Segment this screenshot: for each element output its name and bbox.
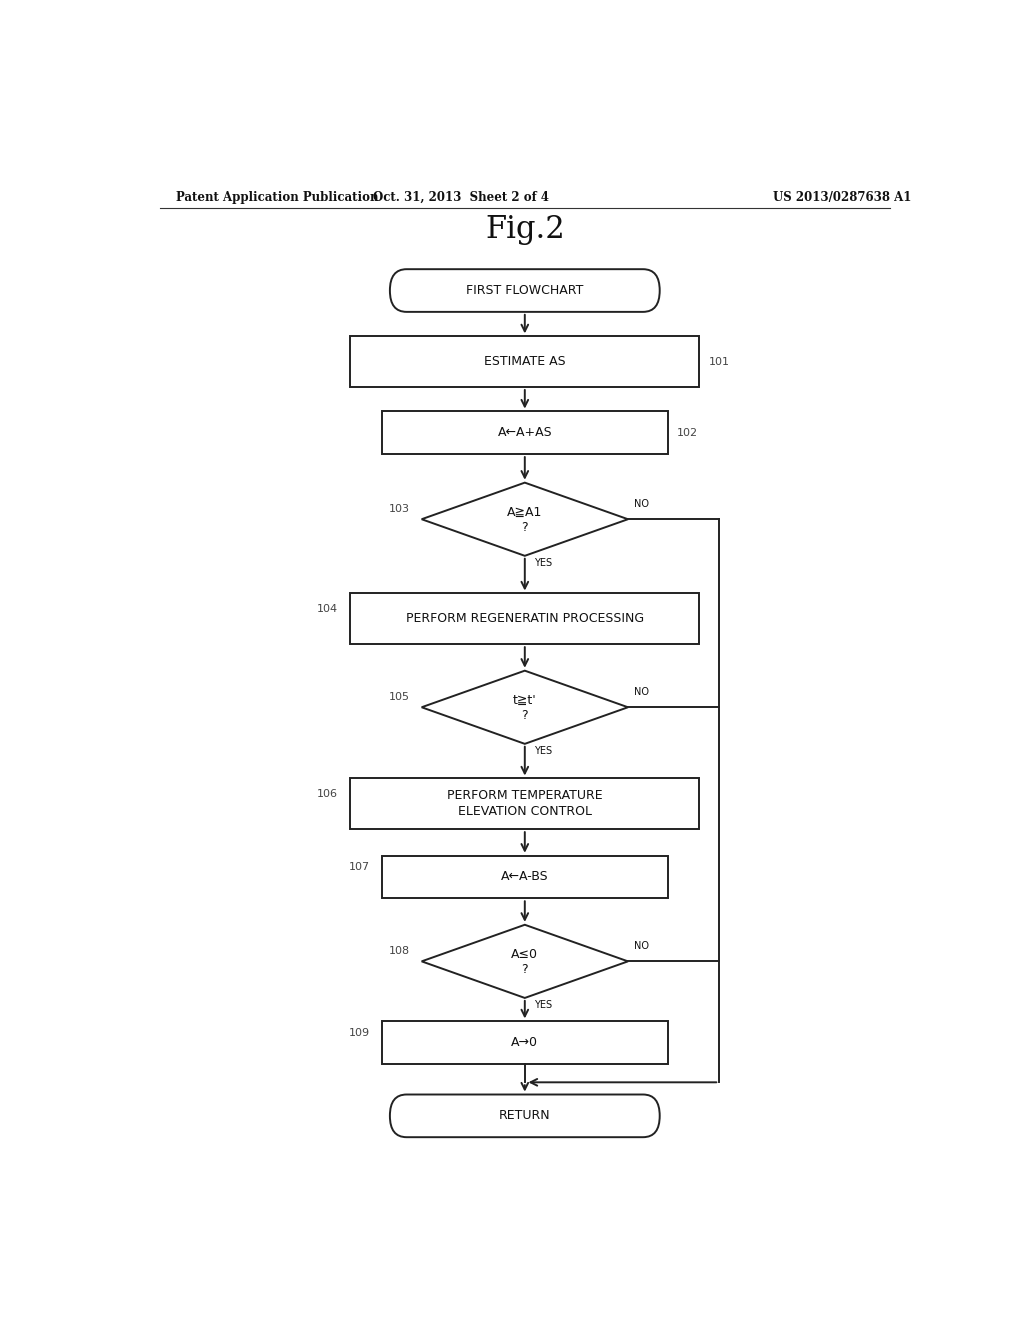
Text: Fig.2: Fig.2 xyxy=(485,214,564,246)
Polygon shape xyxy=(422,671,628,744)
FancyBboxPatch shape xyxy=(382,855,668,899)
FancyBboxPatch shape xyxy=(390,1094,659,1138)
Text: A←A-BS: A←A-BS xyxy=(501,870,549,883)
Text: t≧t': t≧t' xyxy=(513,694,537,708)
Text: NO: NO xyxy=(634,941,649,952)
Polygon shape xyxy=(422,925,628,998)
Text: ?: ? xyxy=(521,521,528,533)
Text: ?: ? xyxy=(521,962,528,975)
Text: 105: 105 xyxy=(389,692,410,702)
Text: 103: 103 xyxy=(389,504,410,513)
FancyBboxPatch shape xyxy=(350,779,699,829)
Text: 109: 109 xyxy=(349,1027,370,1038)
Text: NO: NO xyxy=(634,688,649,697)
Text: RETURN: RETURN xyxy=(499,1109,551,1122)
Text: A←A+AS: A←A+AS xyxy=(498,426,552,440)
Text: 101: 101 xyxy=(709,356,730,367)
FancyBboxPatch shape xyxy=(350,337,699,387)
Text: ESTIMATE AS: ESTIMATE AS xyxy=(484,355,565,368)
Text: PERFORM TEMPERATURE
ELEVATION CONTROL: PERFORM TEMPERATURE ELEVATION CONTROL xyxy=(447,789,602,818)
Text: FIRST FLOWCHART: FIRST FLOWCHART xyxy=(466,284,584,297)
Polygon shape xyxy=(422,483,628,556)
Text: YES: YES xyxy=(535,746,553,756)
Text: YES: YES xyxy=(535,1001,553,1010)
Text: 102: 102 xyxy=(677,428,698,438)
Text: ?: ? xyxy=(521,709,528,722)
Text: A≤0: A≤0 xyxy=(511,948,539,961)
Text: PERFORM REGENERATIN PROCESSING: PERFORM REGENERATIN PROCESSING xyxy=(406,612,644,626)
Text: 107: 107 xyxy=(349,862,370,871)
Text: US 2013/0287638 A1: US 2013/0287638 A1 xyxy=(773,190,911,203)
Text: Patent Application Publication: Patent Application Publication xyxy=(176,190,378,203)
Text: 106: 106 xyxy=(317,788,338,799)
Text: Oct. 31, 2013  Sheet 2 of 4: Oct. 31, 2013 Sheet 2 of 4 xyxy=(374,190,549,203)
FancyBboxPatch shape xyxy=(382,412,668,454)
Text: 108: 108 xyxy=(388,946,410,956)
FancyBboxPatch shape xyxy=(350,594,699,644)
Text: A≧A1: A≧A1 xyxy=(507,506,543,519)
Text: YES: YES xyxy=(535,558,553,568)
Text: NO: NO xyxy=(634,499,649,510)
Text: 104: 104 xyxy=(317,603,338,614)
FancyBboxPatch shape xyxy=(390,269,659,312)
Text: A→0: A→0 xyxy=(511,1036,539,1049)
FancyBboxPatch shape xyxy=(382,1022,668,1064)
